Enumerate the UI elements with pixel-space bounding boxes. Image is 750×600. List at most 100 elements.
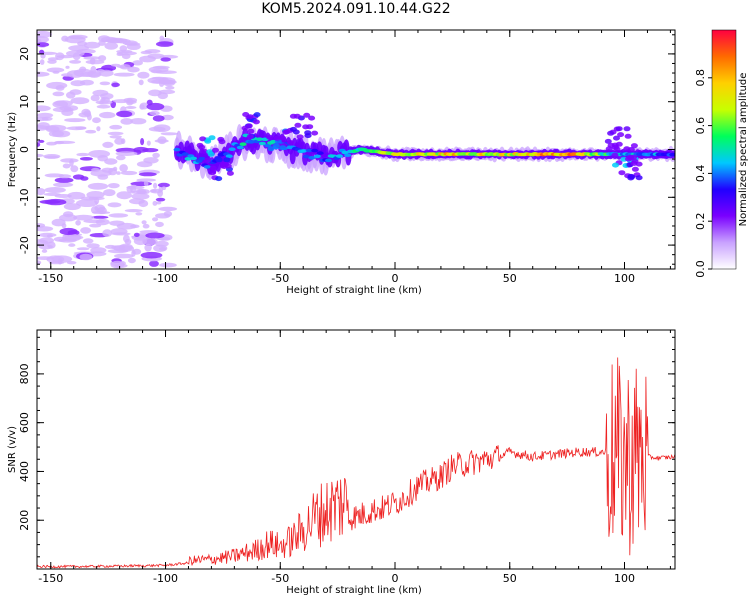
trace-lump [292,129,300,135]
noise-speckle [155,70,177,74]
noise-speckle [48,130,64,137]
trace-lump [273,135,281,141]
noise-speckle [136,178,156,182]
noise-speckle [155,213,171,219]
snr-xtick-label: -100 [153,572,178,585]
noise-speckle [64,105,79,111]
noise-speckle [124,238,132,245]
chart-title: KOM5.2024.091.10.44.G22 [261,1,451,17]
noise-speckle [160,57,171,62]
noise-speckle [99,81,111,86]
noise-speckle [39,59,45,65]
trace-lump [635,175,643,181]
trace-lump [306,124,314,130]
plot-frame [36,329,676,570]
noise-speckle [87,113,92,121]
trace-peak [344,153,352,157]
trace-peak [341,150,349,155]
noise-speckle [76,199,98,208]
noise-speckle [97,69,105,73]
noise-speckle [76,247,90,251]
noise-speckle [99,111,116,119]
noise-speckle [157,136,167,145]
noise-speckle [72,174,85,180]
trace-peak [198,156,206,161]
noise-speckle [162,77,169,84]
colorbar-frame [711,29,737,270]
noise-speckle [129,198,145,205]
snr-xtick-label: 0 [392,572,399,585]
noise-speckle [149,111,160,116]
spec-xtick-label: 0 [392,272,399,285]
noise-speckle [37,153,44,158]
noise-speckle [153,124,171,133]
trace-lump [247,128,255,134]
noise-speckle [109,135,122,139]
trace-peak [225,154,233,158]
noise-speckle [41,249,48,253]
trace-lump [279,145,287,151]
spec-ylabel: Frequency (Hz) [7,112,18,188]
trace-peak [316,151,324,155]
spec-ytick-label: 20 [18,47,31,61]
noise-speckle [114,253,134,259]
colorbar-tick-label: 0.8 [694,69,707,87]
colorbar-tick-label: 0.2 [694,212,707,230]
trace-peak [300,149,308,153]
noise-speckle [90,247,107,254]
trace-lump [200,148,208,154]
noise-speckle [96,104,111,109]
trace-lump [272,143,280,149]
noise-speckle [119,45,128,52]
trace-peak [173,147,181,152]
colorbar-tick-label: 0.6 [694,117,707,135]
noise-speckle [69,158,74,167]
noise-speckle [37,71,50,77]
noise-speckle [94,204,106,213]
noise-speckle [160,132,179,136]
trace-lump [208,135,216,141]
noise-speckle [73,68,94,77]
spec-ytick-label: -20 [18,236,31,254]
trace-lump [215,157,223,163]
snr-xtick-label: -150 [38,572,63,585]
noise-speckle [79,253,93,261]
noise-speckle [119,64,131,70]
trace-lump [303,112,311,118]
noise-speckle [115,151,138,157]
trace-lump [241,125,249,131]
noise-speckle [155,197,166,202]
snr-ytick-label: 600 [18,412,31,433]
trace-lump [209,165,217,171]
trace-lump [604,138,612,144]
noise-speckle [152,217,159,222]
noise-speckle [86,243,100,249]
noise-speckle [66,50,85,57]
trace-lump [287,140,294,145]
trace-peak [181,152,189,156]
noise-speckle [69,89,82,95]
snr-series-line [37,357,675,569]
noise-speckle [126,185,133,193]
noise-speckle [116,51,137,56]
trace-lump [623,146,631,152]
trace-lump [246,134,254,140]
trace-lump [224,163,232,169]
trace-lump [611,152,619,158]
noise-speckle [143,157,159,164]
trace-lump [612,144,619,150]
noise-speckle [41,116,53,121]
trace-lump [207,151,215,157]
noise-speckle [67,191,86,200]
noise-speckle [120,170,138,176]
noise-speckle [85,129,97,134]
noise-speckle [102,229,113,237]
snr-panel: -150 -100 -50 0 50 100 200 400 600 800 Height of s… [7,329,676,596]
plot-background [37,330,675,569]
noise-speckle [70,165,79,173]
trace-peak [308,156,316,160]
noise-speckle [152,200,158,206]
noise-speckle [66,261,77,265]
trace-peak [247,140,255,144]
